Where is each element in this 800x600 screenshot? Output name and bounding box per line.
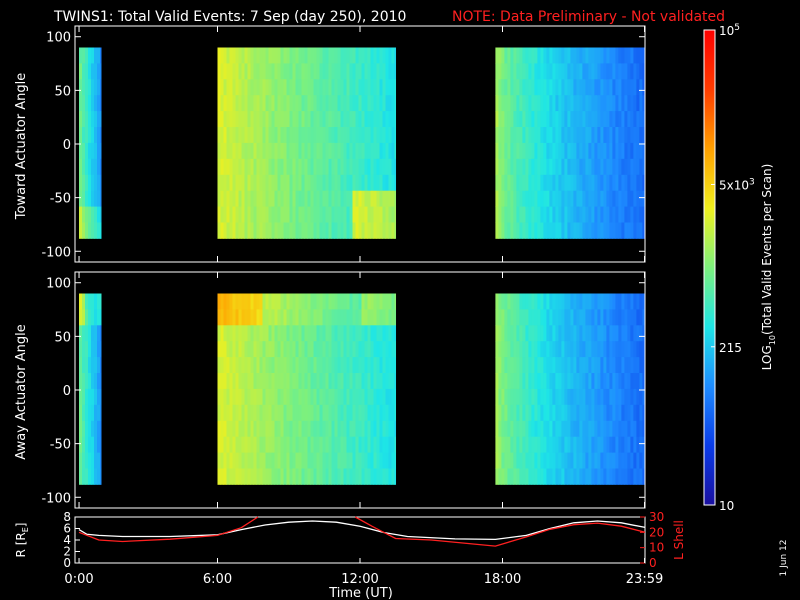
orbit-ylabel-left: R [RE]: [14, 523, 30, 558]
x-tick-label: 18:00: [484, 572, 521, 587]
y-tick-label: 0: [63, 138, 71, 153]
y-tick-label: 50: [54, 84, 71, 99]
x-tick-label: 6:00: [203, 572, 232, 587]
colorbar-tick-label: 215: [719, 341, 742, 355]
toward-ylabel: Toward Actuator Angle: [14, 73, 29, 220]
radius-series-line: [78, 520, 646, 541]
x-axis-label: Time (UT): [328, 586, 393, 600]
y-tick-label: 0: [63, 384, 71, 399]
orbit-left-tick-label: 4: [63, 533, 71, 547]
colorbar-tick-label: 5x103: [719, 177, 755, 192]
colorbar-gradient: [703, 29, 716, 506]
heatmap-segment: [79, 293, 102, 485]
lshell-series-line: [78, 516, 646, 547]
y-tick-label: -50: [50, 192, 71, 207]
orbit-ylabel-right: L Shell: [672, 520, 686, 560]
x-tick-label: 23:59: [626, 572, 663, 587]
y-tick-label: -100: [41, 245, 71, 260]
orbit-right-tick-label: 20: [649, 525, 664, 539]
heatmap-segment: [495, 47, 646, 239]
heatmap-segment: [79, 47, 102, 239]
heatmap-segment: [217, 47, 397, 239]
colorbar-tick-label: 105: [719, 23, 740, 38]
colorbar-tick-label: 10: [719, 499, 734, 513]
chart-title-note: NOTE: Data Preliminary - Not validated: [452, 9, 725, 25]
colorbar-label: LOG10(Total Valid Events per Scan): [760, 164, 777, 371]
orbit-right-tick-label: 30: [649, 510, 664, 524]
y-tick-label: 100: [46, 277, 71, 292]
heatmap-segment: [495, 293, 646, 485]
y-tick-label: 50: [54, 330, 71, 345]
orbit-left-tick-label: 0: [63, 556, 71, 570]
toward-heatmap-panel: 100 50 0 -50 -100: [41, 25, 646, 263]
y-tick-label: -50: [50, 438, 71, 453]
y-tick-label: -100: [41, 491, 71, 506]
chart-title: TWINS1: Total Valid Events: 7 Sep (day 2…: [53, 9, 406, 25]
x-tick-label: 0:00: [64, 572, 93, 587]
orbit-left-tick-label: 2: [63, 545, 71, 559]
away-ylabel: Away Actuator Angle: [14, 324, 29, 459]
date-stamp: 1 Jun 12: [779, 540, 789, 577]
away-heatmap-panel: 100 50 0 -50 -100: [41, 271, 646, 509]
heatmap-segment: [217, 293, 397, 485]
orbit-left-tick-label: 8: [63, 510, 71, 524]
y-tick-label: 100: [46, 31, 71, 46]
colorbar: 105 5x103 215 10: [703, 23, 755, 513]
orbit-left-tick-label: 6: [63, 522, 71, 536]
x-tick-label: 12:00: [341, 572, 378, 587]
orbit-right-tick-label: 0: [649, 556, 657, 570]
orbit-right-tick-label: 10: [649, 541, 664, 555]
